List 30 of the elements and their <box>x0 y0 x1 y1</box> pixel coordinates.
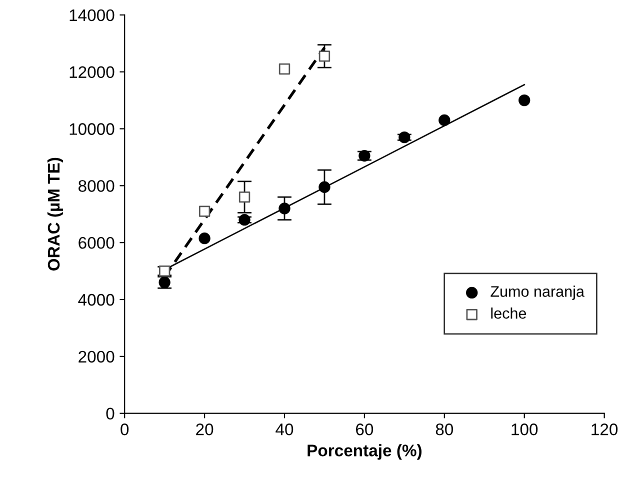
y-tick-label: 4000 <box>78 294 114 306</box>
x-axis-title: Porcentaje (%) <box>308 444 422 460</box>
x-tick-label: 40 <box>276 424 294 436</box>
y-tick-label: 14000 <box>70 9 114 22</box>
point <box>318 181 330 193</box>
y-tick-label: 12000 <box>70 66 114 78</box>
point <box>278 202 290 214</box>
point <box>198 206 210 217</box>
point <box>518 94 530 106</box>
point <box>238 191 250 203</box>
y-tick-label: 0 <box>106 408 114 420</box>
legend-label: Zumo naranja <box>490 286 584 300</box>
y-tick-label: 10000 <box>70 123 114 135</box>
y-axis-title: ORAC (µM TE) <box>47 158 63 271</box>
x-tick-label: 80 <box>436 424 454 436</box>
point <box>398 131 410 144</box>
x-tick-label: 60 <box>356 424 374 436</box>
x-tick-label: 20 <box>196 424 214 436</box>
point <box>318 50 330 62</box>
y-tick-label: 6000 <box>78 237 114 249</box>
point <box>198 232 210 244</box>
x-tick-label: 120 <box>592 424 618 436</box>
point <box>278 63 290 75</box>
y-tick-label: 2000 <box>78 350 114 363</box>
x-tick-label: 0 <box>120 424 129 436</box>
x-tick-label: 100 <box>512 424 538 436</box>
legend-label: leche <box>491 308 526 319</box>
point <box>438 114 450 126</box>
point <box>238 214 250 226</box>
y-tick-label: 8000 <box>78 180 114 192</box>
